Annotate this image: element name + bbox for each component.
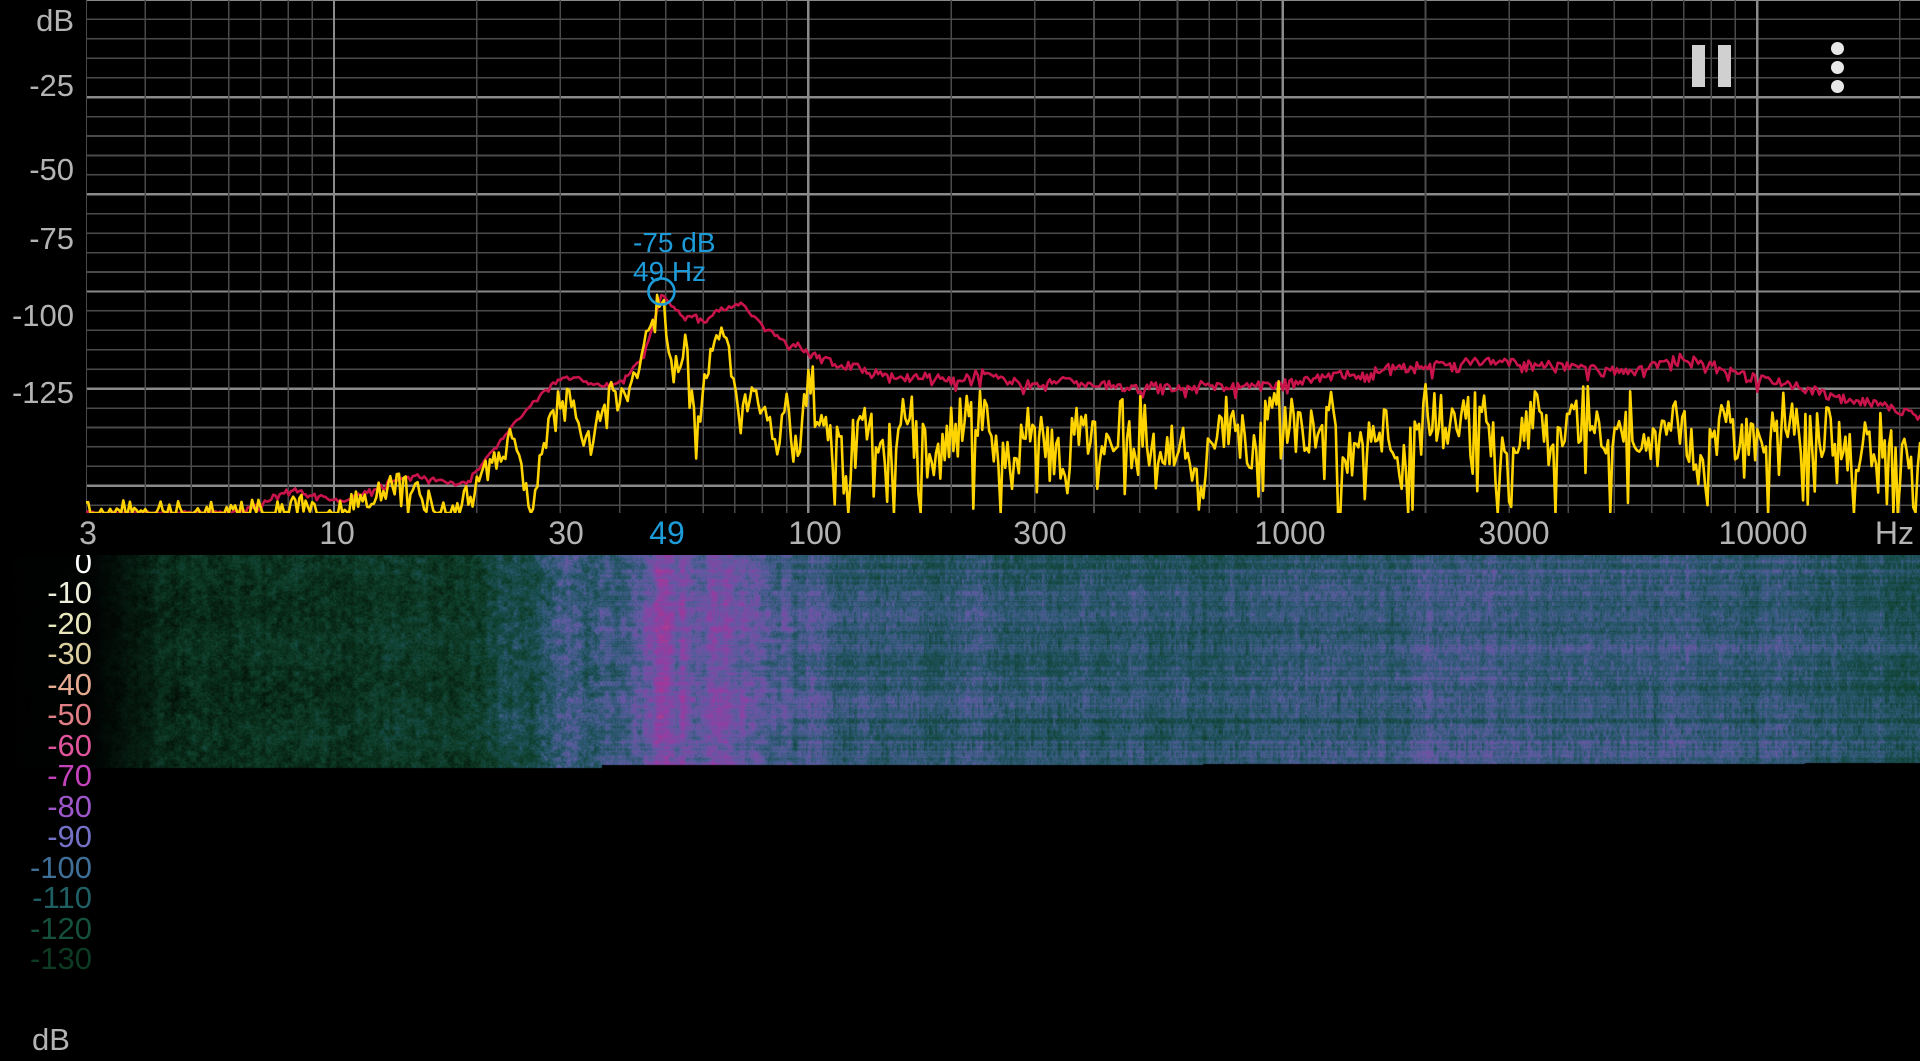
more-vert-icon-dot-bottom: [1831, 80, 1844, 93]
x-tick-10000: 10000: [1718, 515, 1808, 551]
more-vert-icon-dot-top: [1831, 42, 1844, 55]
y-tick-db: dB: [36, 3, 74, 38]
pause-button[interactable]: [1690, 45, 1736, 87]
pause-icon-bar-right: [1718, 45, 1731, 87]
y-tick--25: -25: [29, 68, 74, 103]
toolbar: [1660, 0, 1920, 110]
more-vert-icon-dot-middle: [1831, 61, 1844, 74]
y-tick--100: -100: [11, 298, 74, 333]
spectrum-x-axis: 3 10 30 49 100 300 1000 3000 10000 Hz: [0, 513, 1920, 555]
x-tick-300: 300: [1013, 515, 1067, 551]
spectrum-plot-area[interactable]: [86, 0, 1920, 513]
spectrogram-waterfall[interactable]: [0, 555, 1920, 1061]
x-tick-30: 30: [548, 515, 584, 551]
x-tick-100: 100: [788, 515, 842, 551]
y-tick--125: -125: [11, 375, 74, 410]
spectrogram-panel[interactable]: 0 -10 -20 -30 -40 -50 -60 -70 -80 -90 -100 -110 -120…: [0, 555, 1920, 1061]
x-tick-1000: 1000: [1254, 515, 1326, 551]
y-tick--50: -50: [29, 152, 74, 187]
spectrum-graph: [86, 0, 1920, 513]
spectrogram-unit-label: dB: [32, 1022, 70, 1057]
x-axis-unit: Hz: [1874, 515, 1914, 551]
x-tick-10: 10: [319, 515, 355, 551]
y-tick--75: -75: [29, 221, 74, 256]
x-tick-3: 3: [79, 515, 97, 551]
overflow-menu-button[interactable]: [1825, 42, 1855, 93]
pause-icon-bar-left: [1692, 45, 1705, 87]
spectrum-panel[interactable]: dB -25 -50 -75 -100 -125 -75 dB 49 Hz 3 …: [0, 0, 1920, 555]
x-tick-3000: 3000: [1478, 515, 1550, 551]
x-tick-cursor: 49: [649, 515, 685, 551]
cursor-marker: [647, 277, 676, 306]
